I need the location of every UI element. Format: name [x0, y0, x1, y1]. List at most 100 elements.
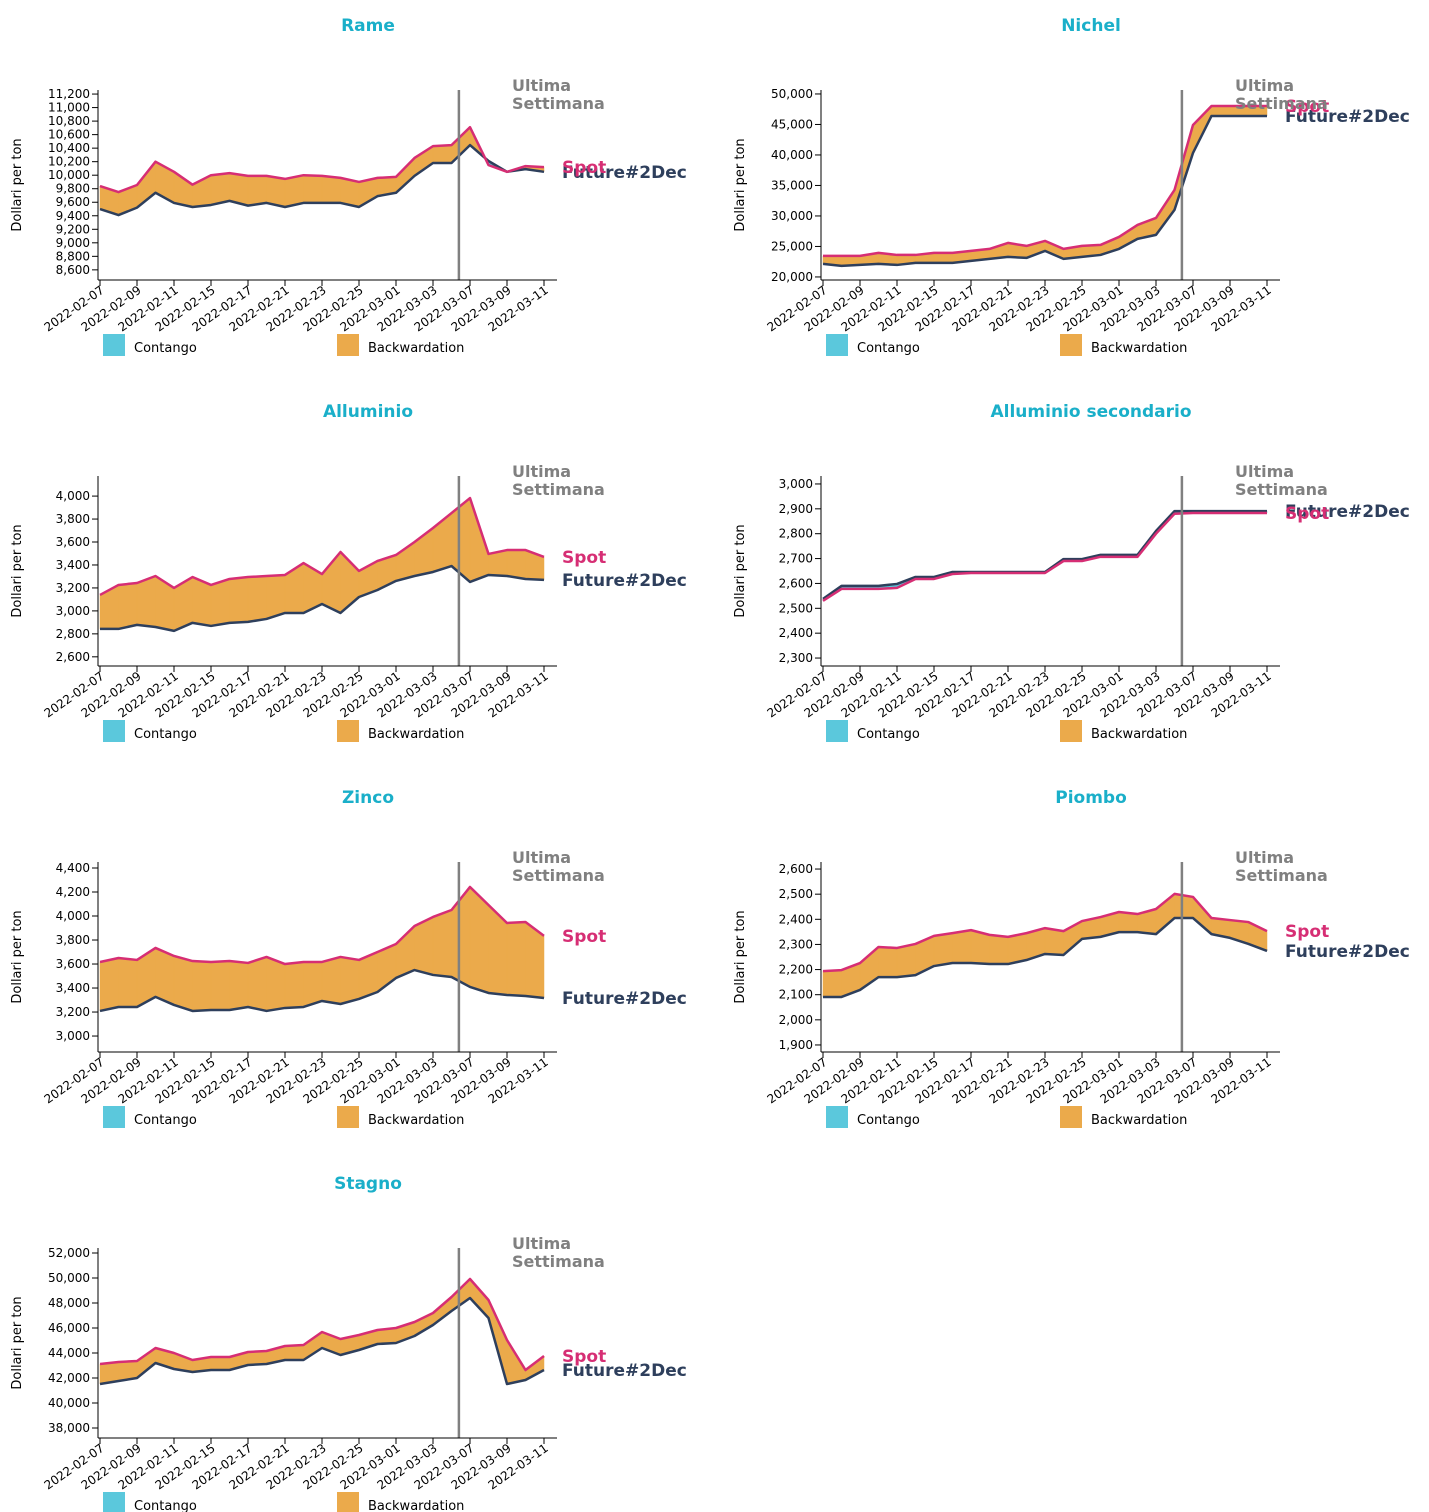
y-tick-label: 45,000 — [771, 117, 813, 131]
y-tick-label: 2,700 — [779, 552, 813, 566]
y-tick-label: 3,200 — [56, 581, 90, 595]
y-tick-label: 10,600 — [48, 128, 90, 142]
series-end-label: Future#2Dec — [562, 571, 687, 591]
chart-title: Rame — [341, 16, 395, 36]
spread-area — [118, 582, 138, 630]
annotation: Settimana — [1235, 94, 1328, 113]
y-tick-label: 3,800 — [56, 512, 90, 526]
y-tick-label: 52,000 — [48, 1246, 90, 1260]
legend-swatch — [1060, 334, 1082, 356]
spread-area — [432, 909, 452, 978]
spread-area — [506, 549, 526, 580]
legend-swatch — [337, 334, 359, 356]
y-tick-label: 3,400 — [56, 558, 90, 572]
y-tick-label: 30,000 — [771, 209, 813, 223]
spread-area — [952, 929, 972, 964]
legend-label: Backwardation — [1091, 727, 1187, 742]
y-tick-label: 4,200 — [56, 885, 90, 899]
chart-title: Alluminio secondario — [990, 402, 1191, 422]
y-tick-label: 2,800 — [779, 527, 813, 541]
y-tick-label: 2,800 — [56, 627, 90, 641]
y-tick-label: 2,900 — [779, 502, 813, 516]
y-tick-label: 2,600 — [779, 576, 813, 590]
y-tick-label: 2,000 — [779, 1013, 813, 1027]
y-tick-label: 9,800 — [56, 182, 90, 196]
y-tick-label: 2,500 — [779, 601, 813, 615]
legend-swatch — [337, 720, 359, 742]
chart-panel: Rame8,6008,8009,0009,2009,4009,6009,8001… — [10, 16, 687, 356]
y-tick-label: 8,600 — [56, 263, 90, 277]
spread-area — [99, 957, 119, 1012]
y-tick-label: 3,000 — [779, 477, 813, 491]
chart-title: Piombo — [1055, 788, 1127, 808]
chart-panel: Piombo 1,900 2,000 2,100 2,200 2,300 2,400 2,50… — [733, 788, 1410, 1128]
series-end-label: Spot — [562, 927, 606, 947]
annotation: Settimana — [1235, 866, 1328, 885]
annotation: Ultima — [1235, 462, 1294, 481]
y-tick-label: 48,000 — [48, 1296, 90, 1310]
y-tick-label: 10,200 — [48, 155, 90, 169]
chart-title: Zinco — [342, 788, 394, 808]
chart-panel: Alluminio 2,600 2,800 3,000 3,200 3,400 3,600 3… — [10, 402, 687, 742]
y-tick-label: 3,000 — [56, 1029, 90, 1043]
spread-area — [1211, 105, 1231, 117]
legend-label: Backwardation — [368, 727, 464, 742]
y-axis-label: Dollari per ton — [733, 138, 748, 231]
y-tick-label: 42,000 — [48, 1371, 90, 1385]
series-line — [822, 511, 1267, 602]
series-end-label: Spot — [562, 548, 606, 568]
y-tick-label: 3,800 — [56, 933, 90, 947]
spread-area — [247, 956, 267, 1012]
series-line — [99, 968, 545, 1013]
annotation: Ultima — [1235, 848, 1294, 867]
spread-area — [469, 497, 489, 583]
y-tick-label: 10,800 — [48, 114, 90, 128]
series-line — [822, 114, 1267, 268]
spread-area — [210, 960, 230, 1011]
legend-label: Contango — [857, 727, 920, 742]
series-line — [99, 125, 545, 194]
legend-swatch — [1060, 1106, 1082, 1128]
spread-area — [99, 584, 119, 630]
series-line — [100, 564, 545, 633]
series-line — [99, 885, 545, 966]
spread-area — [284, 562, 304, 614]
y-tick-label: 2,600 — [56, 650, 90, 664]
spread-area — [247, 575, 267, 623]
chart-title: Alluminio — [323, 402, 413, 422]
y-tick-label: 20,000 — [771, 270, 813, 284]
legend-label: Contango — [134, 727, 197, 742]
spread-area — [451, 886, 471, 988]
spread-area — [340, 956, 360, 1005]
legend-label: Backwardation — [1091, 1113, 1187, 1128]
series-line — [99, 143, 545, 217]
y-tick-label: 10,000 — [48, 168, 90, 182]
spread-area — [933, 932, 953, 967]
legend-swatch — [826, 1106, 848, 1128]
spread-area — [155, 947, 175, 1006]
y-tick-label: 38,000 — [48, 1421, 90, 1435]
spread-area — [210, 1356, 230, 1371]
series-line — [99, 496, 545, 597]
y-tick-label: 2,500 — [779, 887, 813, 901]
y-tick-label: 3,000 — [56, 604, 90, 618]
y-tick-label: 2,100 — [779, 988, 813, 1002]
y-tick-label: 4,000 — [56, 909, 90, 923]
spread-area — [989, 934, 1009, 965]
spread-area — [136, 575, 156, 628]
legend-label: Contango — [134, 341, 197, 356]
spread-area — [136, 1347, 156, 1379]
y-tick-label: 11,200 — [48, 87, 90, 101]
spread-area — [451, 126, 471, 164]
y-tick-label: 9,000 — [56, 236, 90, 250]
series-line — [99, 1277, 545, 1372]
y-axis-label: Dollari per ton — [733, 910, 748, 1003]
y-tick-label: 1,900 — [779, 1038, 813, 1052]
spread-area — [321, 956, 341, 1005]
spread-area — [284, 961, 304, 1009]
spread-area — [321, 175, 341, 204]
legend-label: Contango — [134, 1113, 197, 1128]
spread-area — [229, 576, 249, 624]
y-axis-label: Dollari per ton — [733, 524, 748, 617]
